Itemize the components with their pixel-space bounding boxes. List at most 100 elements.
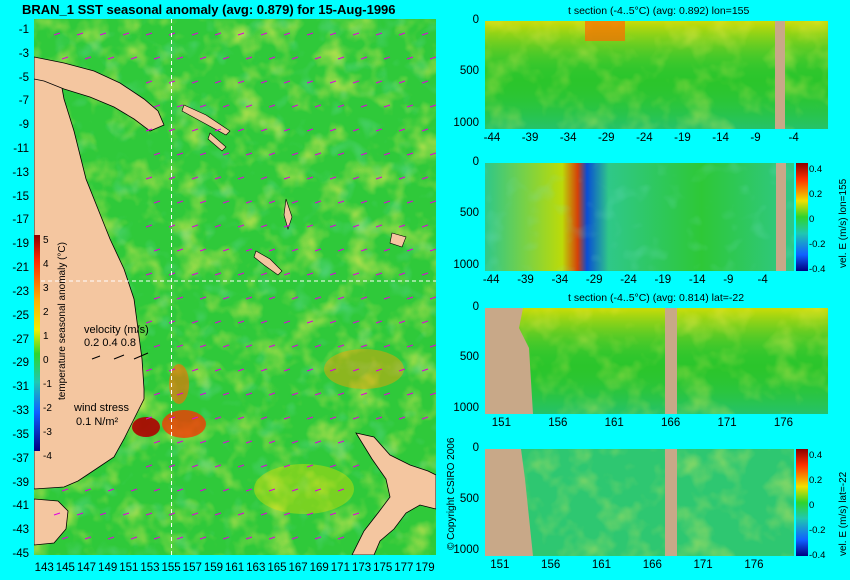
wind-arrow [421,176,429,180]
wind-arrow [168,128,176,132]
section4-colorbar-label: vel. E (m/s) lat=-22 [838,471,849,556]
sst-colorbar-tick: 4 [43,259,49,270]
sst-colorbar-tick: -2 [43,403,52,414]
section2-x-tick: -24 [620,274,637,286]
wind-arrow [360,104,368,108]
wind-arrow [268,56,276,60]
wind-arrow [283,368,291,372]
velocity-legend-label: velocity (m/s) [84,324,149,336]
wind-arrow [421,128,429,132]
wind-arrow [375,176,383,180]
map-y-tick-label: -29 [12,357,29,370]
section4-x-tick: 161 [591,559,612,571]
wind-arrow [260,224,268,228]
wind-arrow [199,488,207,492]
wind-arrow [199,296,207,300]
velocity-colorbar-tick: 0.4 [809,164,823,175]
wind-arrow [337,104,345,108]
wind-arrow [337,296,345,300]
wind-arrow [268,248,276,252]
map-y-tick-label: -45 [12,548,29,560]
wind-arrow [222,56,230,60]
wind-arrow [429,152,436,156]
wind-arrow [268,104,276,108]
wind-arrow [406,200,414,204]
wind-arrow [352,176,360,180]
wind-arrow [245,392,253,396]
map-y-tick-label: -11 [13,143,29,156]
wind-arrow [283,512,291,516]
section1-y-tick: 1000 [453,116,479,129]
wind-arrow [99,32,107,36]
wind-arrow [268,296,276,300]
wind-arrow [199,344,207,348]
wind-arrow [130,488,138,492]
wind-arrow [214,320,222,324]
tasmania-landmass [34,498,69,546]
wind-arrow [352,224,360,228]
wind-arrow [214,80,222,84]
wind-arrow [360,296,368,300]
velocity-legend-arrows [91,352,149,360]
wind-arrow [191,512,199,516]
section3-plot [485,308,828,414]
map-y-tick-label: -31 [12,381,29,394]
section2-land [776,163,786,271]
wind-arrow [421,272,429,276]
wind-arrow [314,296,322,300]
wind-arrow [130,56,138,60]
wind-arrow [122,32,130,36]
wind-arrow [352,128,360,132]
sst-colorbar-tick: 2 [43,307,49,318]
wind-arrow [222,536,230,540]
map-x-tick-label: 177 [394,562,414,574]
wind-arrow [237,320,245,324]
map-x-tick-label: 165 [267,562,287,574]
wind-arrow [398,176,406,180]
sst-colorbar-ticks: 5 4 3 2 1 0 -1 -2 -3 -4 [43,235,52,462]
wind-arrow [191,416,199,420]
map-x-tick-label: 161 [225,562,245,574]
wind-arrow [375,416,383,420]
map-x-tick-label: 151 [119,562,139,574]
wind-arrow [214,368,222,372]
wind-arrow [291,536,299,540]
wind-arrow [291,200,299,204]
wind-arrow [337,392,345,396]
wind-arrow [199,56,207,60]
wind-arrow [145,128,153,132]
velocity-colorbar-tick: 0.2 [809,475,823,486]
wind-arrow [398,80,406,84]
wind-arrow [153,488,161,492]
wind-arrow [107,56,115,60]
wind-arrow [306,272,314,276]
wind-arrow [176,104,184,108]
wind-arrow [145,416,153,420]
wind-arrow [199,440,207,444]
wind-arrow [191,224,199,228]
wind-arrow [306,368,314,372]
map-y-tick-label: -37 [12,452,29,465]
section3-land-mid [665,308,677,414]
wind-arrow [191,176,199,180]
wind-arrow [406,152,414,156]
section2-y-tick: 1000 [453,258,479,271]
section3-x-tick: 171 [717,417,737,429]
wind-arrow [61,56,69,60]
wind-arrow [214,464,222,468]
wind-arrow [245,344,253,348]
wind-arrow [429,200,436,204]
wind-arrow [153,536,161,540]
wind-arrow [375,80,383,84]
map-y-tick-label: -41 [12,500,29,513]
wind-arrow [153,56,161,60]
section2-plot [485,163,794,271]
wind-arrow [76,32,84,36]
wind-arrow [153,200,161,204]
wind-arrow [199,152,207,156]
wind-arrow [214,512,222,516]
wind-arrow [214,224,222,228]
wind-arrow [398,224,406,228]
wind-arrow [306,176,314,180]
wind-arrow [191,464,199,468]
